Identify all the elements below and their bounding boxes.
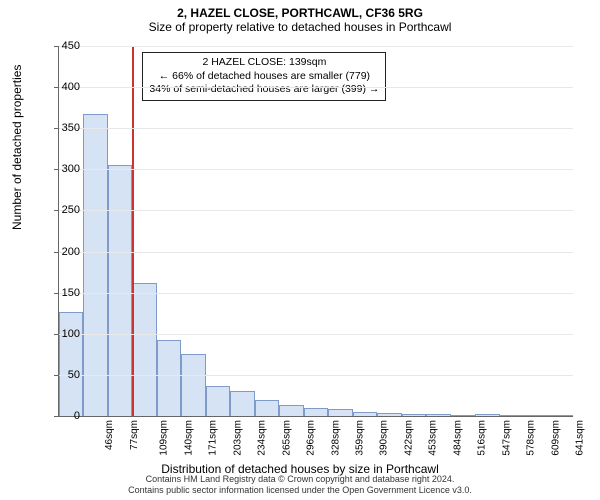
bar	[451, 415, 475, 416]
bar	[230, 391, 254, 416]
ytick-label: 150	[40, 287, 80, 299]
footer: Contains HM Land Registry data © Crown c…	[0, 474, 600, 496]
xtick-label: 453sqm	[428, 420, 439, 456]
bar	[108, 165, 132, 416]
bar	[426, 414, 450, 416]
ytick-label: 400	[40, 81, 80, 93]
xtick-label: 484sqm	[452, 420, 463, 456]
xtick-label: 77sqm	[129, 420, 140, 450]
xtick-label: 140sqm	[183, 420, 194, 456]
xtick-label: 578sqm	[526, 420, 537, 456]
ytick-label: 100	[40, 328, 80, 340]
gridline	[59, 128, 573, 129]
ytick-label: 200	[40, 246, 80, 258]
xtick-label: 359sqm	[355, 420, 366, 456]
callout-line-3: 34% of semi-detached houses are larger (…	[149, 83, 379, 97]
xtick-label: 203sqm	[232, 420, 243, 456]
bar	[549, 415, 573, 416]
xtick-label: 328sqm	[330, 420, 341, 456]
bar	[206, 386, 230, 416]
footer-line-2: Contains public sector information licen…	[0, 485, 600, 496]
bar	[279, 405, 303, 417]
bar	[402, 414, 426, 416]
gridline	[59, 334, 573, 335]
ytick-label: 450	[40, 40, 80, 52]
gridline	[59, 169, 573, 170]
chart-area: 2 HAZEL CLOSE: 139sqm ← 66% of detached …	[58, 46, 572, 416]
marker-line	[132, 46, 134, 416]
xtick-label: 296sqm	[306, 420, 317, 456]
gridline	[59, 252, 573, 253]
ytick-label: 0	[40, 410, 80, 422]
gridline	[59, 46, 573, 47]
bar	[475, 414, 499, 416]
ytick-label: 250	[40, 204, 80, 216]
gridline	[59, 375, 573, 376]
callout-line-2: ← 66% of detached houses are smaller (77…	[149, 70, 379, 84]
bar	[353, 412, 377, 416]
bar	[83, 114, 107, 416]
callout-box: 2 HAZEL CLOSE: 139sqm ← 66% of detached …	[142, 52, 386, 101]
ytick-label: 50	[40, 369, 80, 381]
xtick-label: 109sqm	[159, 420, 170, 456]
xtick-label: 390sqm	[379, 420, 390, 456]
y-axis-title: Number of detached properties	[10, 65, 24, 230]
xtick-label: 516sqm	[477, 420, 488, 456]
xtick-label: 641sqm	[575, 420, 586, 456]
gridline	[59, 210, 573, 211]
bars-layer	[59, 46, 573, 416]
bar	[255, 400, 279, 416]
footer-line-1: Contains HM Land Registry data © Crown c…	[0, 474, 600, 485]
bar	[157, 340, 181, 416]
xtick-label: 46sqm	[104, 420, 115, 450]
callout-line-1: 2 HAZEL CLOSE: 139sqm	[149, 56, 379, 70]
page-title: 2, HAZEL CLOSE, PORTHCAWL, CF36 5RG	[0, 0, 600, 20]
xtick-label: 422sqm	[404, 420, 415, 456]
bar	[500, 415, 524, 416]
bar	[524, 415, 548, 416]
xtick-label: 265sqm	[281, 420, 292, 456]
xtick-label: 609sqm	[550, 420, 561, 456]
xtick-label: 171sqm	[208, 420, 219, 456]
ytick-label: 350	[40, 122, 80, 134]
bar	[304, 408, 328, 416]
gridline	[59, 87, 573, 88]
xtick-label: 547sqm	[501, 420, 512, 456]
page-subtitle: Size of property relative to detached ho…	[0, 20, 600, 38]
bar	[328, 409, 352, 416]
ytick-label: 300	[40, 163, 80, 175]
bar	[377, 413, 401, 416]
xtick-label: 234sqm	[257, 420, 268, 456]
gridline	[59, 293, 573, 294]
bar	[132, 283, 156, 416]
bar	[181, 354, 205, 416]
plot-area: 2 HAZEL CLOSE: 139sqm ← 66% of detached …	[58, 46, 573, 417]
